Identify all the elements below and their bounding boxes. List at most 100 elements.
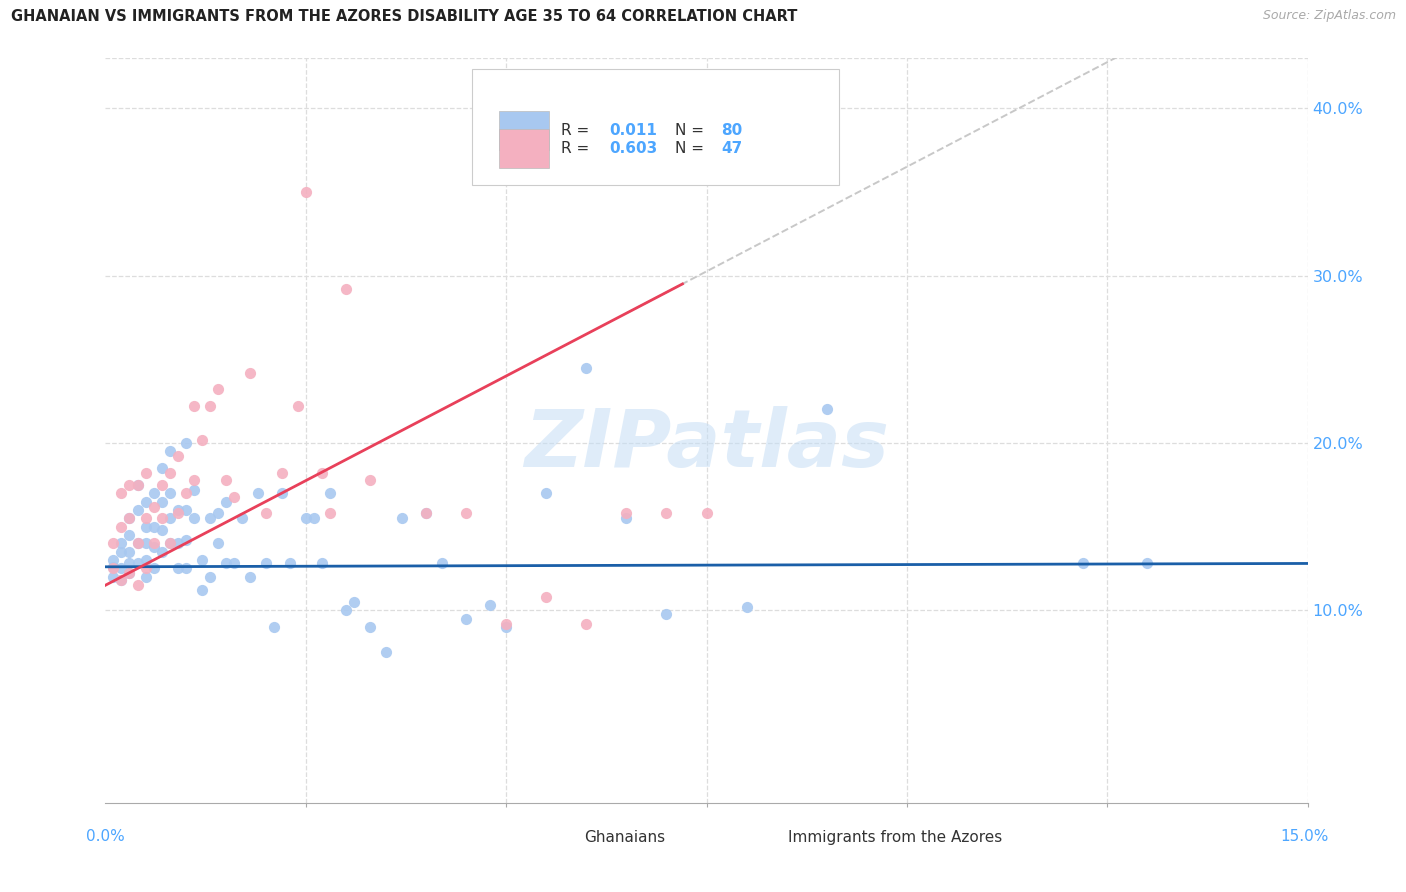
Text: 15.0%: 15.0%	[1281, 830, 1329, 844]
Point	[495, 620, 517, 634]
Point	[135, 570, 157, 584]
FancyBboxPatch shape	[499, 112, 548, 150]
Point	[110, 486, 132, 500]
Point	[110, 536, 132, 550]
Point	[735, 599, 758, 614]
Point	[103, 559, 125, 574]
Point	[174, 436, 197, 450]
Point	[335, 282, 357, 296]
Point	[110, 519, 132, 533]
Point	[118, 566, 141, 581]
Point	[118, 545, 141, 559]
Point	[815, 402, 838, 417]
Point	[127, 503, 149, 517]
Point	[278, 557, 301, 571]
Point	[214, 473, 236, 487]
Point	[150, 545, 173, 559]
Point	[118, 511, 141, 525]
Point	[575, 360, 598, 375]
Point	[335, 603, 357, 617]
Point	[166, 506, 188, 520]
Point	[479, 599, 502, 613]
Point	[214, 494, 236, 508]
Point	[135, 536, 157, 550]
Point	[127, 536, 149, 550]
Point	[254, 506, 277, 520]
Point	[159, 536, 181, 550]
Point	[1136, 557, 1159, 571]
Point	[127, 578, 149, 592]
Point	[159, 486, 181, 500]
Point	[110, 545, 132, 559]
Point	[415, 506, 437, 520]
Point	[150, 494, 173, 508]
Point	[374, 645, 398, 659]
Point	[118, 528, 141, 542]
Text: R =: R =	[561, 141, 595, 156]
Point	[359, 473, 381, 487]
Point	[127, 477, 149, 491]
Point	[270, 486, 292, 500]
Point	[174, 561, 197, 575]
Text: Ghanaians: Ghanaians	[583, 830, 665, 845]
Point	[263, 620, 285, 634]
Text: 0.603: 0.603	[609, 141, 658, 156]
Point	[118, 557, 141, 571]
Point	[150, 523, 173, 537]
Point	[319, 486, 342, 500]
Point	[190, 433, 212, 447]
Point	[207, 383, 229, 397]
Point	[415, 506, 437, 520]
Point	[359, 620, 381, 634]
Point	[1071, 557, 1094, 571]
Text: GHANAIAN VS IMMIGRANTS FROM THE AZORES DISABILITY AGE 35 TO 64 CORRELATION CHART: GHANAIAN VS IMMIGRANTS FROM THE AZORES D…	[11, 9, 797, 24]
Point	[103, 570, 125, 584]
Point	[118, 477, 141, 491]
FancyBboxPatch shape	[534, 821, 578, 854]
FancyBboxPatch shape	[472, 70, 839, 185]
Point	[142, 486, 165, 500]
Point	[118, 511, 141, 525]
Point	[239, 366, 262, 380]
Point	[183, 483, 205, 497]
Point	[214, 557, 236, 571]
Point	[135, 466, 157, 480]
Point	[295, 185, 318, 199]
Point	[150, 461, 173, 475]
Point	[319, 506, 342, 520]
Point	[150, 477, 173, 491]
Point	[166, 536, 188, 550]
Point	[159, 511, 181, 525]
Point	[127, 536, 149, 550]
FancyBboxPatch shape	[740, 821, 782, 854]
Text: Immigrants from the Azores: Immigrants from the Azores	[789, 830, 1002, 845]
Point	[222, 557, 245, 571]
Point	[454, 506, 477, 520]
Point	[135, 561, 157, 575]
Text: 0.011: 0.011	[609, 123, 657, 138]
Point	[430, 557, 453, 571]
Point	[534, 486, 557, 500]
Point	[118, 566, 141, 581]
Point	[127, 557, 149, 571]
Point	[174, 533, 197, 547]
Point	[174, 486, 197, 500]
Point	[135, 553, 157, 567]
Point	[655, 506, 678, 520]
Point	[616, 511, 638, 525]
Point	[166, 503, 188, 517]
Point	[159, 466, 181, 480]
Point	[655, 607, 678, 621]
Point	[254, 557, 277, 571]
Point	[166, 561, 188, 575]
Point	[198, 570, 221, 584]
Point	[150, 511, 173, 525]
Point	[270, 466, 292, 480]
Point	[183, 473, 205, 487]
Point	[103, 536, 125, 550]
Text: ZIPatlas: ZIPatlas	[524, 406, 889, 484]
Point	[110, 561, 132, 575]
Point	[142, 500, 165, 514]
Point	[295, 511, 318, 525]
Point	[135, 511, 157, 525]
